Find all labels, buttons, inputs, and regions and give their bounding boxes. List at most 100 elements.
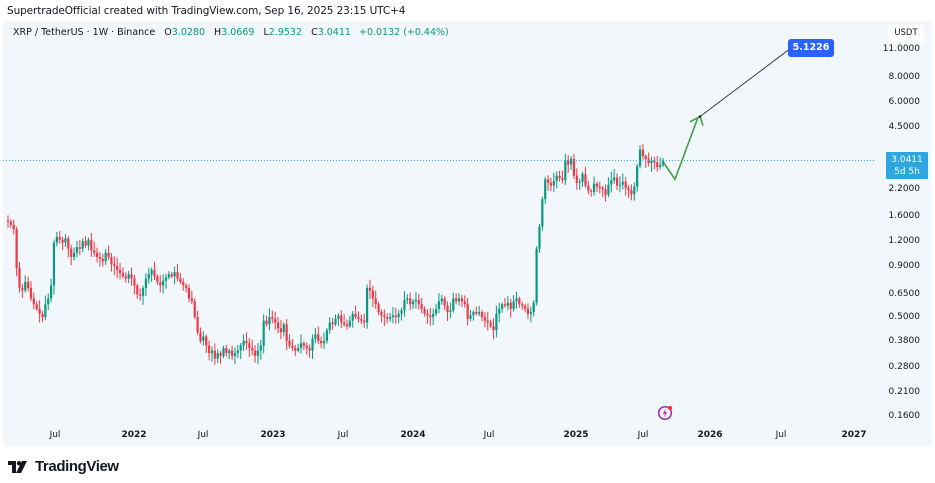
price-tick: 0.5000 — [888, 312, 921, 323]
candle-body — [268, 317, 271, 325]
candle-body — [55, 236, 58, 243]
candle-body — [509, 302, 512, 309]
candle-body — [262, 320, 265, 346]
candle-body — [457, 298, 461, 302]
time-tick: 2022 — [121, 430, 147, 440]
candle-body — [492, 326, 495, 331]
lightning-icon[interactable] — [657, 405, 673, 421]
candle-body — [592, 183, 596, 192]
candle-body — [478, 312, 481, 314]
tradingview-logo-icon — [8, 460, 27, 473]
candle-body — [113, 264, 116, 267]
price-tick: 4.5000 — [888, 121, 921, 132]
candle-body — [222, 348, 225, 356]
candle-body — [228, 350, 231, 354]
time-tick: 2026 — [697, 430, 723, 440]
candle-body — [598, 186, 601, 188]
candle-body — [29, 287, 33, 299]
candle-body — [58, 236, 61, 240]
price-axis[interactable]: USDT 3.0411 5d 5h 11.0000 8.0000 6.0000 4.5… — [876, 21, 932, 446]
candle-body — [317, 334, 320, 341]
target-price-label[interactable]: 5.1226 — [788, 39, 834, 57]
candle-body — [610, 180, 613, 185]
price-tick: 6.0000 — [888, 96, 921, 107]
candle-body — [595, 183, 599, 187]
candle-body — [541, 199, 544, 227]
candle-body — [288, 340, 291, 346]
candle-body — [144, 278, 147, 288]
candle-body — [366, 287, 369, 323]
last-price-badge: 3.0411 5d 5h — [886, 152, 928, 179]
time-tick: Jul — [197, 430, 209, 440]
candle-body — [486, 320, 489, 323]
candle-body — [521, 304, 524, 306]
candle-body — [348, 320, 351, 327]
candle-body — [627, 188, 630, 191]
candle-body — [124, 276, 127, 279]
candle-body — [452, 298, 455, 311]
candle-body — [311, 338, 314, 351]
candle-body — [24, 281, 27, 291]
candle-body — [475, 312, 478, 314]
candle-body — [472, 312, 475, 316]
candle-body — [607, 184, 610, 195]
candle-body — [526, 308, 530, 314]
candle-body — [182, 281, 185, 286]
candle-body — [236, 350, 239, 354]
candle-body — [147, 274, 150, 279]
candle-body — [650, 160, 653, 164]
candle-body — [299, 343, 303, 349]
candle-body — [334, 318, 337, 325]
candle-body — [569, 158, 573, 165]
candle-body — [644, 156, 647, 159]
price-tick: 1.2000 — [888, 236, 921, 247]
candle-body — [248, 343, 251, 349]
time-tick: 2023 — [260, 430, 286, 440]
candle-body — [567, 160, 570, 165]
price-tick: 0.2100 — [888, 387, 921, 398]
price-tick: 0.6500 — [888, 289, 921, 300]
candle-body — [167, 274, 170, 278]
candle-body — [265, 320, 268, 325]
candle-body — [75, 247, 79, 253]
candle-body — [61, 239, 64, 243]
candle-body — [613, 177, 616, 181]
currency-label[interactable]: USDT — [888, 25, 924, 42]
candle-body — [173, 272, 176, 277]
close-label: C — [311, 27, 318, 38]
candle-body — [276, 322, 280, 329]
candle-body — [107, 252, 110, 257]
candle-body — [411, 301, 415, 305]
target-anchor-dot[interactable] — [698, 115, 702, 118]
chart-pane[interactable]: XRP / TetherUS · 1W · Binance O3.0280 H3… — [3, 21, 932, 446]
candle-body — [162, 280, 165, 286]
candle-body — [429, 315, 432, 318]
candle-body — [400, 310, 403, 314]
candle-body — [630, 190, 633, 195]
candle-body — [575, 175, 578, 183]
tradingview-logo[interactable]: TradingView — [8, 458, 119, 475]
projection-path[interactable] — [662, 117, 699, 181]
candle-body — [659, 165, 662, 168]
candle-body — [297, 348, 300, 351]
change-value: +0.0132 (+0.44%) — [358, 27, 449, 38]
candle-body — [291, 345, 294, 349]
candle-body — [546, 179, 550, 183]
candle-body — [495, 313, 498, 331]
candle-body — [581, 174, 584, 182]
candle-body — [532, 302, 535, 313]
candle-body — [38, 308, 41, 314]
candle-body — [239, 345, 242, 351]
candle-body — [308, 348, 311, 351]
candle-body — [426, 313, 429, 316]
candlestick-plot[interactable] — [3, 21, 932, 446]
symbol-legend: XRP / TetherUS · 1W · Binance O3.0280 H3… — [13, 27, 449, 38]
candle-body — [572, 158, 576, 176]
candle-body — [377, 304, 380, 313]
candle-body — [455, 298, 458, 302]
candle-body — [98, 256, 102, 259]
high-value: 3.0669 — [221, 27, 255, 38]
symbol-title[interactable]: XRP / TetherUS · 1W · Binance — [13, 27, 156, 38]
candle-body — [653, 160, 656, 163]
candle-body — [633, 186, 636, 195]
